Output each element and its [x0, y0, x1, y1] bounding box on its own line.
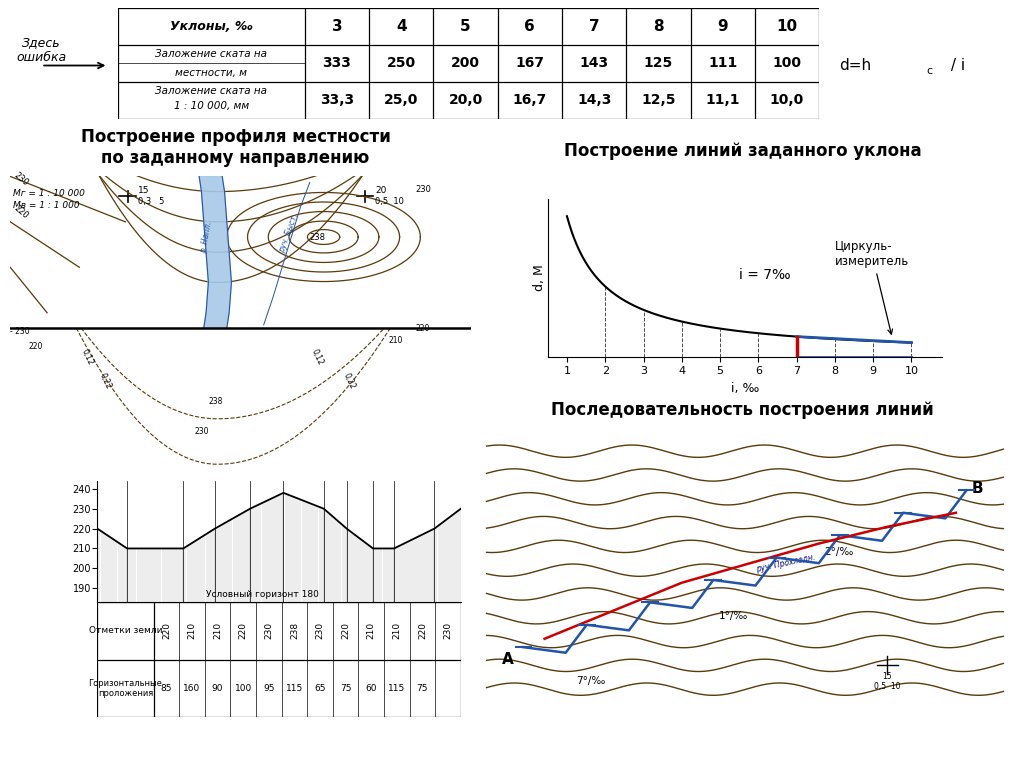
- Text: Горизонтальные
проложения: Горизонтальные проложения: [88, 679, 163, 698]
- Text: A: A: [503, 652, 514, 667]
- Text: р. Напл.: р. Напл.: [199, 221, 214, 254]
- Text: 25,0: 25,0: [384, 94, 419, 107]
- Text: Последовательность построения линий: Последовательность построения линий: [551, 401, 934, 420]
- Text: 100: 100: [772, 56, 802, 71]
- Text: 230: 230: [12, 170, 31, 187]
- Text: 65: 65: [314, 684, 326, 693]
- Text: 333: 333: [323, 56, 351, 71]
- Text: 250: 250: [387, 56, 416, 71]
- Text: 60: 60: [366, 684, 377, 693]
- Text: Mг = 1 : 10 000: Mг = 1 : 10 000: [12, 189, 84, 198]
- Text: 210: 210: [187, 622, 197, 640]
- Text: 12,5: 12,5: [641, 94, 676, 107]
- Text: 167: 167: [515, 56, 545, 71]
- Text: 7: 7: [589, 18, 599, 34]
- Text: - 230: - 230: [10, 327, 30, 336]
- Text: Уклоны, ‰: Уклоны, ‰: [170, 20, 253, 33]
- Text: 1 : 10 000, мм: 1 : 10 000, мм: [174, 101, 249, 111]
- Text: 220: 220: [416, 324, 430, 333]
- Text: 9: 9: [718, 18, 728, 34]
- Text: 115: 115: [286, 684, 303, 693]
- Text: 200: 200: [451, 56, 480, 71]
- Text: 0,3   5: 0,3 5: [138, 196, 164, 206]
- Text: 5: 5: [460, 18, 471, 34]
- Text: 4: 4: [396, 18, 407, 34]
- Text: d=h: d=h: [839, 58, 870, 73]
- Text: 1°/‰: 1°/‰: [719, 611, 748, 621]
- Text: 15: 15: [138, 186, 150, 195]
- Text: руч. Прохладн.: руч. Прохладн.: [756, 552, 816, 574]
- Text: 230: 230: [443, 622, 453, 640]
- Text: 20: 20: [375, 186, 387, 195]
- Text: 143: 143: [580, 56, 608, 71]
- Text: 230: 230: [264, 622, 273, 640]
- Text: 220: 220: [29, 342, 43, 351]
- Text: c: c: [927, 67, 932, 77]
- Text: 220: 220: [341, 622, 350, 640]
- Text: 14,3: 14,3: [577, 94, 611, 107]
- Text: 10,0: 10,0: [770, 94, 804, 107]
- Text: 3: 3: [332, 18, 342, 34]
- Text: Построение профиля местности
по заданному направлению: Построение профиля местности по заданном…: [81, 128, 390, 167]
- Text: 0,22: 0,22: [342, 371, 357, 390]
- Text: 230: 230: [315, 622, 325, 640]
- Text: 7°/‰: 7°/‰: [577, 676, 605, 686]
- Text: Mв = 1 : 1 000: Mв = 1 : 1 000: [12, 201, 79, 209]
- Polygon shape: [199, 176, 231, 328]
- Text: Условный горизонт 180: Условный горизонт 180: [207, 590, 319, 599]
- Text: 100: 100: [234, 684, 252, 693]
- Text: Здесь
ошибка: Здесь ошибка: [16, 36, 67, 64]
- Text: 10: 10: [776, 18, 798, 34]
- Text: 6: 6: [524, 18, 536, 34]
- Text: 33,3: 33,3: [319, 94, 354, 107]
- Text: руч. Быст.: руч. Быст.: [278, 212, 300, 254]
- Text: 220: 220: [12, 204, 31, 221]
- Text: 0,22: 0,22: [98, 371, 113, 390]
- Text: 90: 90: [212, 684, 223, 693]
- Text: 75: 75: [340, 684, 351, 693]
- Text: B: B: [972, 481, 983, 496]
- Y-axis label: d, М: d, М: [534, 265, 547, 291]
- Text: 75: 75: [417, 684, 428, 693]
- Text: 20,0: 20,0: [449, 94, 482, 107]
- Text: 210: 210: [388, 336, 402, 345]
- Text: местности, м: местности, м: [175, 67, 247, 77]
- Text: / i: / i: [946, 58, 965, 73]
- Text: 210: 210: [392, 622, 401, 640]
- Text: 220: 220: [418, 622, 427, 640]
- Text: Построение линий заданного уклона: Построение линий заданного уклона: [563, 143, 922, 160]
- Text: Циркуль-
измеритель: Циркуль- измеритель: [835, 240, 909, 334]
- Text: 0,12: 0,12: [80, 347, 94, 367]
- Text: 210: 210: [367, 622, 376, 640]
- Text: 2°/‰: 2°/‰: [824, 547, 853, 557]
- Text: 8: 8: [653, 18, 664, 34]
- Text: 238: 238: [310, 233, 326, 242]
- Text: 0,5  10: 0,5 10: [375, 196, 404, 206]
- Text: 15
0,5  10: 15 0,5 10: [874, 672, 900, 691]
- Text: 115: 115: [388, 684, 406, 693]
- Text: 220: 220: [239, 622, 248, 640]
- Text: Заложение ската на: Заложение ската на: [156, 86, 267, 96]
- Text: 125: 125: [644, 56, 673, 71]
- X-axis label: i, ‰: i, ‰: [731, 382, 759, 395]
- Text: Заложение ската на: Заложение ската на: [156, 49, 267, 59]
- Text: i = 7‰: i = 7‰: [739, 268, 791, 282]
- Text: 16,7: 16,7: [513, 94, 547, 107]
- Text: 95: 95: [263, 684, 274, 693]
- Text: 230: 230: [416, 185, 432, 193]
- Text: 238: 238: [209, 397, 223, 406]
- Text: 238: 238: [290, 622, 299, 640]
- Text: 210: 210: [213, 622, 222, 640]
- Text: 111: 111: [709, 56, 737, 71]
- Text: 220: 220: [162, 622, 171, 640]
- Text: 11,1: 11,1: [706, 94, 740, 107]
- Text: 0,12: 0,12: [310, 347, 325, 367]
- Text: 160: 160: [183, 684, 201, 693]
- Text: Отметки земли: Отметки земли: [89, 627, 162, 635]
- Text: 230: 230: [195, 427, 209, 436]
- Text: 85: 85: [161, 684, 172, 693]
